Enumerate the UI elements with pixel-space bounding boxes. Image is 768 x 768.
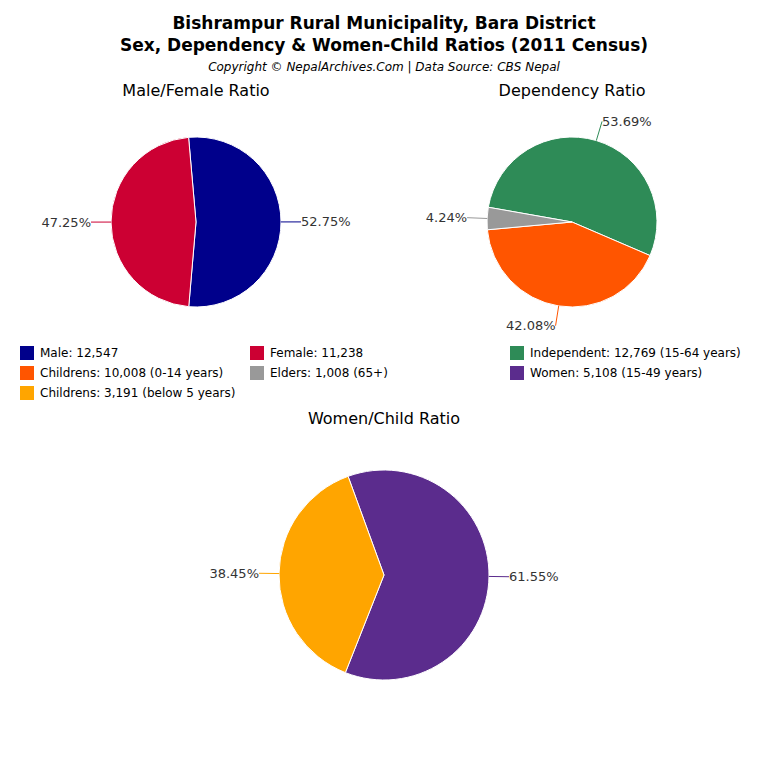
svg-text:53.69%: 53.69% bbox=[602, 114, 652, 129]
html-text:Sex, Dependency & Women-Child: Sex, Dependency & Women-Child Ratios (20… bbox=[119, 35, 649, 55]
svg-text:4.24%: 4.24% bbox=[426, 210, 467, 225]
svg-text:61.55%: 61.55% bbox=[509, 569, 559, 584]
html-text:Childrens: 10,008 (0-14 years): Childrens: 10,008 (0-14 years) bbox=[40, 366, 224, 380]
svg-text:52.75%: 52.75% bbox=[301, 214, 351, 229]
svg-text:42.08%: 42.08% bbox=[506, 318, 556, 333]
html-text:Male: 12,547: Male: 12,547 bbox=[40, 346, 119, 360]
html-text:Women/Child Ratio: Women/Child Ratio bbox=[307, 409, 461, 428]
html-text:Female: 11,238: Female: 11,238 bbox=[270, 346, 364, 360]
svg-text:47.25%: 47.25% bbox=[41, 215, 91, 230]
html-text:Bishrampur Rural Municipality,: Bishrampur Rural Municipality, Bara Dist… bbox=[172, 13, 596, 33]
html-text:Childrens: 3,191 (below 5 year: Childrens: 3,191 (below 5 years) bbox=[40, 386, 236, 400]
html-text:Elders: 1,008 (65+): Elders: 1,008 (65+) bbox=[270, 366, 388, 380]
html-text:Dependency Ratio: Dependency Ratio bbox=[498, 81, 646, 100]
html-text:Male/Female Ratio: Male/Female Ratio bbox=[122, 81, 270, 100]
html-text:Women: 5,108 (15-49 years): Women: 5,108 (15-49 years) bbox=[530, 366, 703, 380]
svg-text:38.45%: 38.45% bbox=[209, 566, 259, 581]
html-text:Independent: 12,769 (15-64 yea: Independent: 12,769 (15-64 years) bbox=[530, 346, 741, 360]
html-text:Copyright © NepalArchives.Com: Copyright © NepalArchives.Com | Data Sou… bbox=[208, 60, 560, 74]
